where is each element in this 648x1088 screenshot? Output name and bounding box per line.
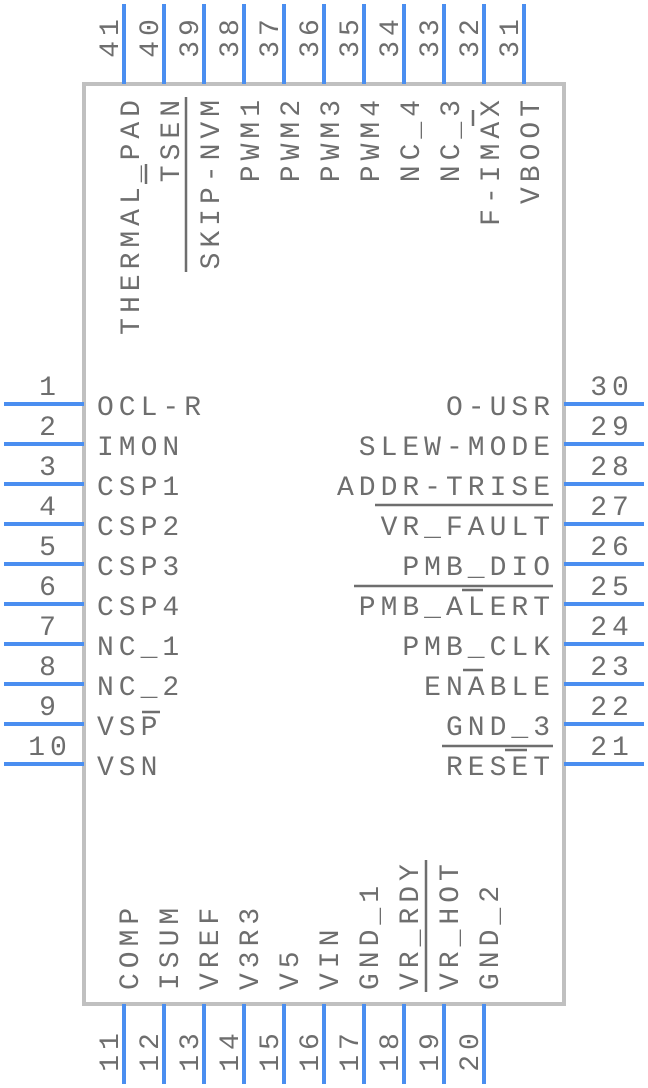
pin-number: 7 [39,613,61,644]
pin-label: VBOOT [517,95,548,204]
pin-label: GND_1 [356,881,387,990]
pin-number: 23 [590,653,634,684]
pin-number: 31 [496,14,527,58]
pin-label: SKIP-NVM [197,95,228,269]
pin-number: 32 [456,14,487,58]
pin-number: 22 [590,693,634,724]
pin-label: GND_3 [446,713,555,744]
pin-number: 27 [590,493,634,524]
pin-number: 1 [39,373,61,404]
overbars [142,97,553,992]
pin-number: 16 [296,1028,327,1072]
pin-number: 24 [590,613,634,644]
pin-label: PMB_ALERT [359,593,555,624]
pin-label: SLEW-MODE [359,433,555,464]
pin-number: 41 [96,14,127,58]
pin-label: NC_1 [97,633,184,664]
pin-number: 25 [590,573,634,604]
pin-label: VR_RDY [396,859,427,990]
pin-number: 9 [39,693,61,724]
pin-number: 18 [376,1028,407,1072]
pin-label: VREF [196,903,227,990]
pin-label: O-USR [446,393,555,424]
pin-label: CSP2 [97,513,184,544]
pin-number: 15 [256,1028,287,1072]
pin-label: VR_HOT [436,859,467,990]
pin-label: V3R3 [236,903,267,990]
pin-label: IMON [97,433,184,464]
pin-number: 38 [216,14,247,58]
pin-label: PMB_CLK [402,633,555,664]
pin-number: 4 [39,493,61,524]
pin-number: 2 [39,413,61,444]
pin-number: 35 [336,14,367,58]
pin-label: NC_4 [397,95,428,182]
pin-number: 39 [176,14,207,58]
pin-number: 14 [216,1028,247,1072]
pin-label: PWM2 [277,95,308,182]
pin-number: 10 [28,733,72,764]
pin-label: VIN [316,925,347,990]
pin-label: PMB_DIO [402,553,555,584]
pin-number: 40 [136,14,167,58]
pin-number: 11 [96,1028,127,1072]
pin-label: ADDR-TRISE [337,473,555,504]
ic-body [82,82,566,1006]
pin-number: 13 [176,1028,207,1072]
pin-number: 6 [39,573,61,604]
pin-number: 17 [336,1028,367,1072]
pin-label: CSP1 [97,473,184,504]
pin-number: 12 [136,1028,167,1072]
pin-number: 33 [416,14,447,58]
pin-number: 29 [590,413,634,444]
pin-number: 20 [456,1028,487,1072]
pin-number: 26 [590,533,634,564]
pin-number: 28 [590,453,634,484]
pin-label: GND_2 [476,881,507,990]
pin-label: NC_2 [97,673,184,704]
pin-number: 37 [256,14,287,58]
pin-label: PWM1 [237,95,268,182]
pin-label: F-IMAX [477,95,508,226]
pin-label: NC_3 [437,95,468,182]
pin-label: THERMAL_PAD [117,95,148,335]
pin-label: RESET [446,753,555,784]
pin-label: TSEN [157,95,188,182]
pin-label: VR_FAULT [381,513,555,544]
pin-label: VSN [97,753,162,784]
pin-number: 5 [39,533,61,564]
pin-label: OCL-R [97,393,206,424]
pin-number: 21 [590,733,634,764]
pin-label: PWM3 [317,95,348,182]
pin-number: 8 [39,653,61,684]
pin-label: V5 [276,946,307,990]
pin-number: 3 [39,453,61,484]
pin-label: ISUM [156,903,187,990]
pin-number: 30 [590,373,634,404]
pin-label: ENABLE [424,673,555,704]
pin-number: 19 [416,1028,447,1072]
pin-label: PWM4 [357,95,388,182]
pin-number: 36 [296,14,327,58]
pin-label: COMP [116,903,147,990]
pin-label: CSP4 [97,593,184,624]
pin-number: 34 [376,14,407,58]
pin-label: VSP [97,713,162,744]
pin-label: CSP3 [97,553,184,584]
